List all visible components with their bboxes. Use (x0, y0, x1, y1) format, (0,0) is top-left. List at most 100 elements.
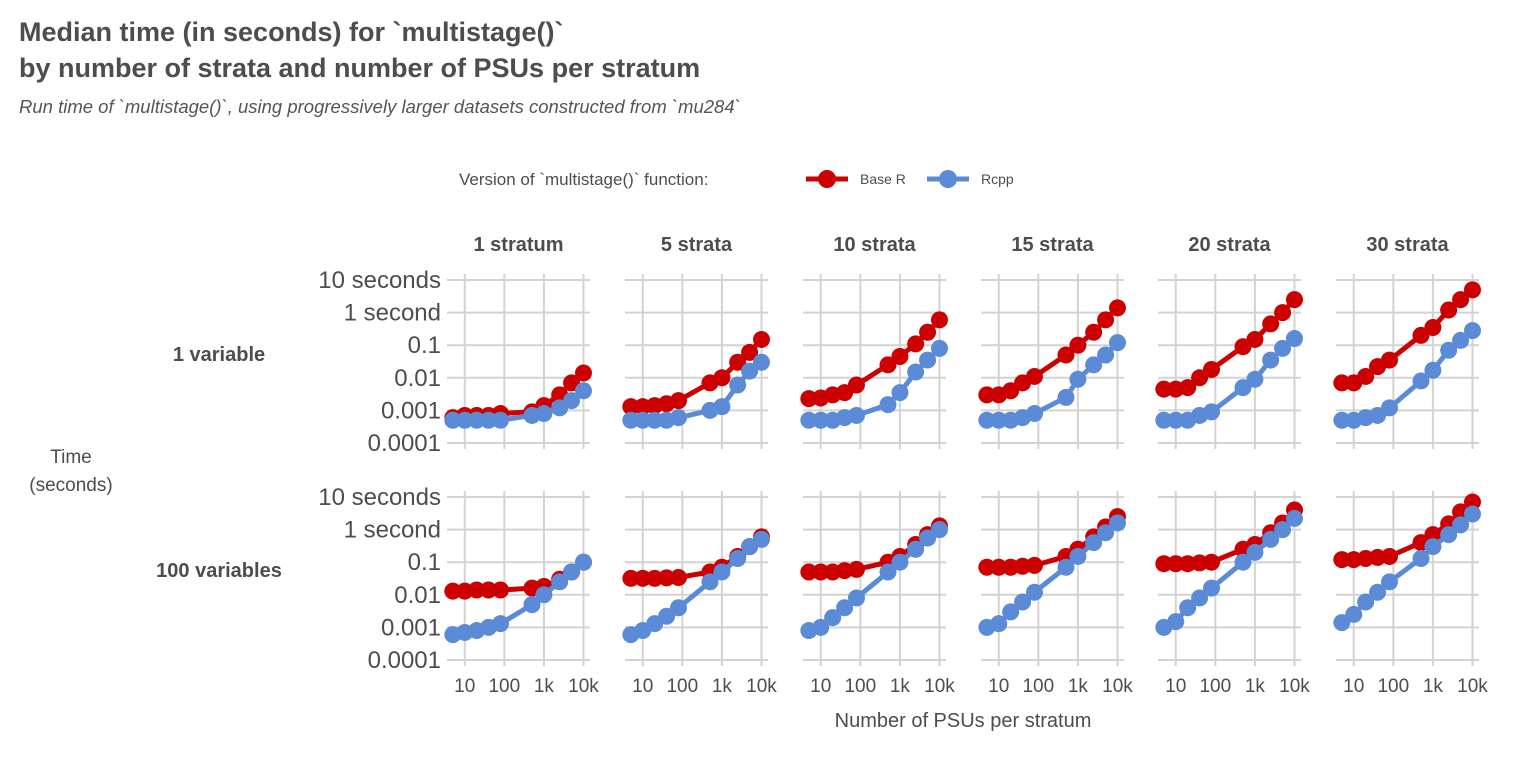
data-point (1440, 301, 1458, 319)
data-point (701, 573, 719, 591)
y-tick-label: 0.1 (408, 332, 441, 359)
y-axis-title-line2: (seconds) (29, 475, 112, 496)
legend: Version of `multistage()` function: Base … (459, 170, 1014, 189)
data-point (891, 384, 909, 402)
data-point (752, 530, 770, 548)
data-point (752, 330, 770, 348)
data-point (1234, 379, 1252, 397)
legend-key-point (939, 170, 957, 188)
data-point (1097, 346, 1115, 364)
data-point (800, 563, 818, 581)
data-point (1452, 516, 1470, 534)
data-point (1380, 351, 1398, 369)
data-point (824, 609, 842, 627)
data-point (930, 339, 948, 357)
legend-item-rcpp: Rcpp (927, 170, 1014, 188)
data-point (990, 615, 1008, 633)
data-point (978, 558, 996, 576)
data-point (1069, 370, 1087, 388)
x-tick-label: 10 (1343, 676, 1364, 697)
y-tick-label: 0.1 (408, 549, 441, 576)
data-point (1025, 367, 1043, 385)
data-point (1246, 543, 1264, 561)
column-label: 20 strata (1188, 234, 1271, 256)
data-point (1380, 547, 1398, 565)
legend-title: Version of `multistage()` function: (459, 170, 708, 189)
x-axis-ticks: 10 100 1k 10k (988, 676, 1133, 697)
y-tick-label: 0.001 (381, 614, 441, 641)
x-tick-label: 100 (1199, 676, 1231, 697)
chart-title-line2: by number of strata and number of PSUs p… (19, 53, 701, 83)
panel-r2-c3: 10 100 1k 10k (800, 491, 955, 697)
x-axis-ticks: 10 100 1k 10k (632, 676, 777, 697)
data-point (1179, 379, 1197, 397)
data-point (444, 411, 462, 429)
data-point (535, 405, 553, 423)
x-axis-ticks: 10 100 1k 10k (454, 676, 599, 697)
data-point (1452, 331, 1470, 349)
data-point (1262, 351, 1280, 369)
column-strip-labels: 1 stratum 5 strata 10 strata 15 strata 20 st… (473, 234, 1449, 256)
data-point (1191, 369, 1209, 387)
data-point (752, 353, 770, 371)
data-point (1333, 374, 1351, 392)
data-point (1333, 614, 1351, 632)
data-point (658, 607, 676, 625)
x-tick-label: 1k (534, 676, 555, 697)
data-point (1167, 555, 1185, 573)
x-tick-label: 1k (712, 676, 733, 697)
data-point (1167, 411, 1185, 429)
series-base-r (622, 330, 770, 416)
data-point (551, 573, 569, 591)
x-tick-label: 10 (454, 676, 475, 697)
data-point (1440, 341, 1458, 359)
data-point (907, 540, 925, 558)
series-base-r (1155, 291, 1303, 398)
data-point (930, 521, 948, 539)
data-point (891, 553, 909, 571)
data-point (713, 563, 731, 581)
data-point (1179, 599, 1197, 617)
data-point (847, 376, 865, 394)
data-point (741, 343, 759, 361)
data-point (1440, 526, 1458, 544)
y-tick-label: 0.0001 (368, 647, 441, 674)
data-point (713, 398, 731, 416)
panel-r2-c4: 10 100 1k 10k (978, 491, 1133, 697)
data-point (563, 563, 581, 581)
x-tick-label: 10 (632, 676, 653, 697)
series-base-r (1333, 281, 1481, 392)
data-point (919, 351, 937, 369)
data-point (1345, 605, 1363, 623)
y-axis-title-line1: Time (50, 447, 92, 468)
data-point (1380, 399, 1398, 417)
x-tick-label: 100 (1377, 676, 1409, 697)
data-point (1274, 304, 1292, 322)
data-point (1202, 553, 1220, 571)
data-point (491, 615, 509, 633)
data-point (1167, 613, 1185, 631)
data-point (836, 599, 854, 617)
data-point (634, 569, 652, 587)
row-label: 100 variables (156, 560, 282, 582)
data-point (1155, 555, 1173, 573)
x-tick-label: 100 (1022, 676, 1054, 697)
y-tick-label: 0.001 (381, 397, 441, 424)
data-point (622, 411, 640, 429)
y-tick-label: 10 seconds (318, 484, 441, 511)
series-base-r (978, 299, 1126, 404)
data-point (669, 568, 687, 586)
x-axis-title: Number of PSUs per stratum (835, 710, 1092, 732)
series-base-r (978, 508, 1126, 576)
chart-subtitle: Run time of `multistage()`, using progre… (19, 96, 741, 117)
x-tick-label: 10k (568, 676, 599, 697)
data-point (1014, 593, 1032, 611)
row-strip-labels: 1 variable 100 variables (156, 344, 282, 582)
data-point (1085, 356, 1103, 374)
x-tick-label: 10k (1279, 676, 1310, 697)
data-point (812, 563, 830, 581)
data-point (1069, 336, 1087, 354)
data-point (1452, 291, 1470, 309)
data-point (1412, 372, 1430, 390)
data-point (1285, 330, 1303, 348)
